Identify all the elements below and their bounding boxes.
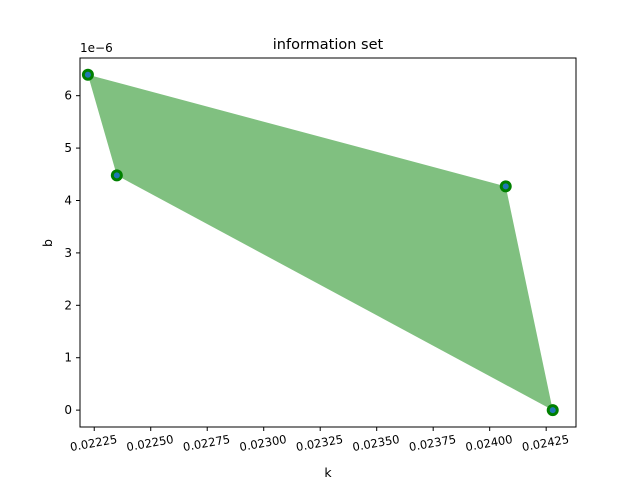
vertex-point-1 <box>84 71 91 78</box>
vertex-point-4 <box>113 172 120 179</box>
y-tick-label-7: 6 <box>64 89 72 103</box>
chart-title: information set <box>273 37 384 53</box>
axes-frame <box>79 57 577 428</box>
y-axis-offset-label: 1e−6 <box>80 41 113 55</box>
plot-area <box>81 68 559 417</box>
y-tick-label-5: 4 <box>64 193 72 207</box>
y-tick-label-3: 2 <box>64 298 72 312</box>
vertex-point-3 <box>549 407 556 414</box>
y-tick-label-4: 3 <box>64 246 72 260</box>
information-set-polygon <box>87 74 553 411</box>
y-tick-label-6: 5 <box>64 141 72 155</box>
y-axis-label: b <box>40 239 55 247</box>
x-axis-ticks: 0.02225 0.02250 0.02275 0.02300 0.02325 0.023… <box>69 427 570 454</box>
x-axis-label: k <box>324 465 332 480</box>
y-axis-ticks: 0 1 2 3 4 5 6 <box>64 89 80 417</box>
y-tick-label-2: 1 <box>64 351 72 365</box>
vertex-point-2 <box>502 183 509 190</box>
y-tick-label-1: 0 <box>64 403 72 417</box>
